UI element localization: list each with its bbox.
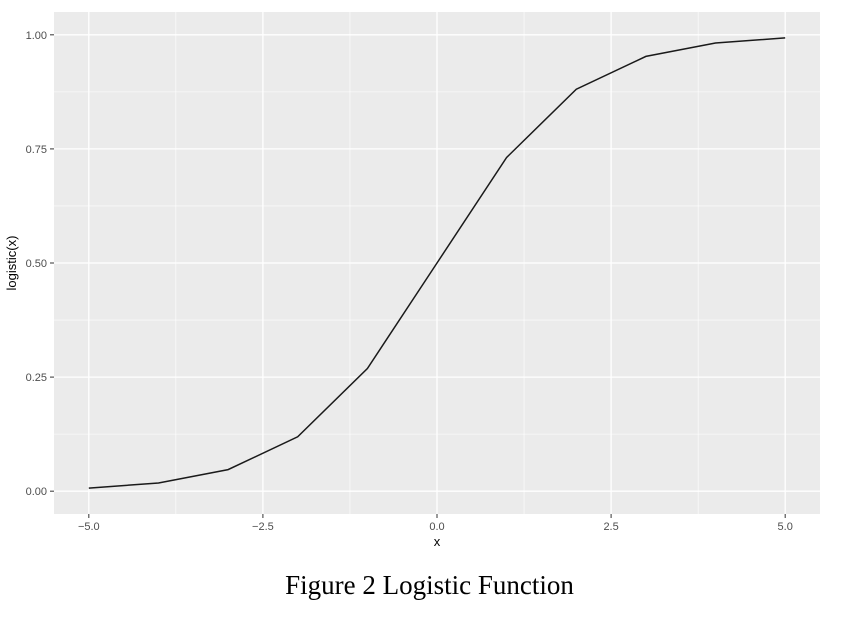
y-tick-label: 0.25 — [26, 372, 47, 384]
x-axis-title: x — [434, 534, 441, 549]
x-tick-label: −2.5 — [252, 521, 274, 533]
y-tick-label: 0.50 — [26, 258, 47, 270]
y-axis-title: logistic(x) — [4, 236, 19, 291]
logistic-chart: −5.0 −2.5 0.0 2.5 5.0 0.00 0.25 0.50 0.75 1.00 x… — [4, 12, 820, 549]
x-tick-label: 2.5 — [603, 521, 618, 533]
y-tick-label: 0.75 — [26, 144, 47, 156]
x-tick-label: −5.0 — [78, 521, 100, 533]
x-tick-label: 0.0 — [429, 521, 444, 533]
x-axis-ticks: −5.0 −2.5 0.0 2.5 5.0 — [78, 514, 793, 533]
y-tick-label: 1.00 — [26, 30, 47, 42]
series-line — [88, 37, 786, 489]
y-axis-ticks: 0.00 0.25 0.50 0.75 1.00 — [26, 30, 54, 498]
x-tick-label: 5.0 — [778, 521, 793, 533]
figure-caption: Figure 2 Logistic Function — [285, 570, 574, 600]
y-tick-label: 0.00 — [26, 486, 47, 498]
